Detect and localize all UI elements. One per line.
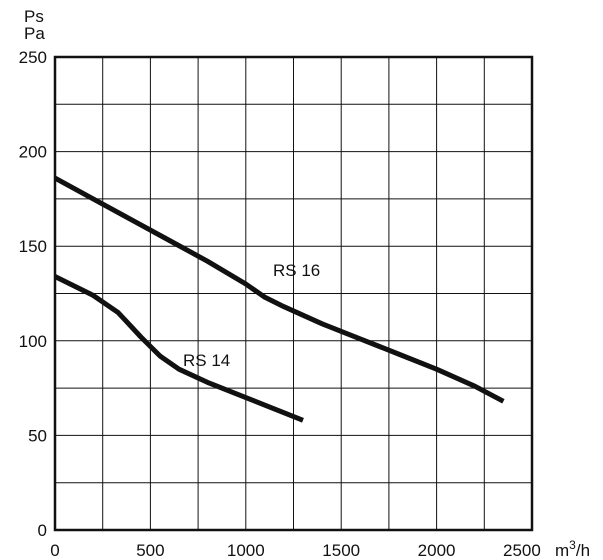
x-axis-ticks: 0 500 1000 1500 2000 2500 [50, 541, 541, 560]
series-label-rs16: RS 16 [273, 261, 320, 280]
y-axis-label-pa: Pa [24, 24, 45, 43]
y-tick-label: 150 [19, 237, 47, 256]
x-tick-label: 2500 [503, 541, 541, 560]
y-axis-label-ps: Ps [24, 7, 44, 26]
x-tick-label: 1500 [322, 541, 360, 560]
x-tick-label: 0 [50, 541, 59, 560]
y-tick-label: 250 [19, 48, 47, 67]
series-line-rs16 [53, 175, 505, 404]
y-axis-ticks: 0 50 100 150 200 250 [19, 48, 47, 540]
y-tick-label: 50 [28, 426, 47, 445]
series-label-rs14: RS 14 [183, 351, 230, 370]
y-tick-label: 100 [19, 332, 47, 351]
x-axis-unit-label: m3/h [555, 538, 590, 560]
x-tick-label: 2000 [418, 541, 456, 560]
x-tick-label: 1000 [227, 541, 265, 560]
x-tick-label: 500 [136, 541, 164, 560]
series-line-rs14 [53, 274, 304, 423]
y-tick-label: 200 [19, 143, 47, 162]
plot-frame [53, 55, 534, 532]
grid [55, 57, 532, 530]
curves [53, 175, 505, 423]
y-tick-label: 0 [38, 521, 47, 540]
